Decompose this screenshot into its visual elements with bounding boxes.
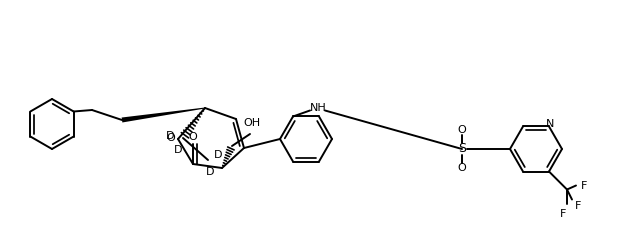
Text: D: D xyxy=(206,167,214,177)
Text: NH: NH xyxy=(310,104,327,113)
Text: S: S xyxy=(458,142,466,155)
Text: O: O xyxy=(458,125,466,135)
Text: D: D xyxy=(174,145,182,155)
Text: O: O xyxy=(167,133,176,143)
Text: OH: OH xyxy=(244,118,260,128)
Text: O: O xyxy=(458,163,466,173)
Text: F: F xyxy=(581,181,587,190)
Text: F: F xyxy=(560,209,566,218)
Text: D: D xyxy=(213,150,222,160)
Text: N: N xyxy=(546,120,554,129)
Polygon shape xyxy=(122,108,205,123)
Text: O: O xyxy=(188,132,197,142)
Text: F: F xyxy=(575,200,581,211)
Text: D: D xyxy=(166,131,174,141)
